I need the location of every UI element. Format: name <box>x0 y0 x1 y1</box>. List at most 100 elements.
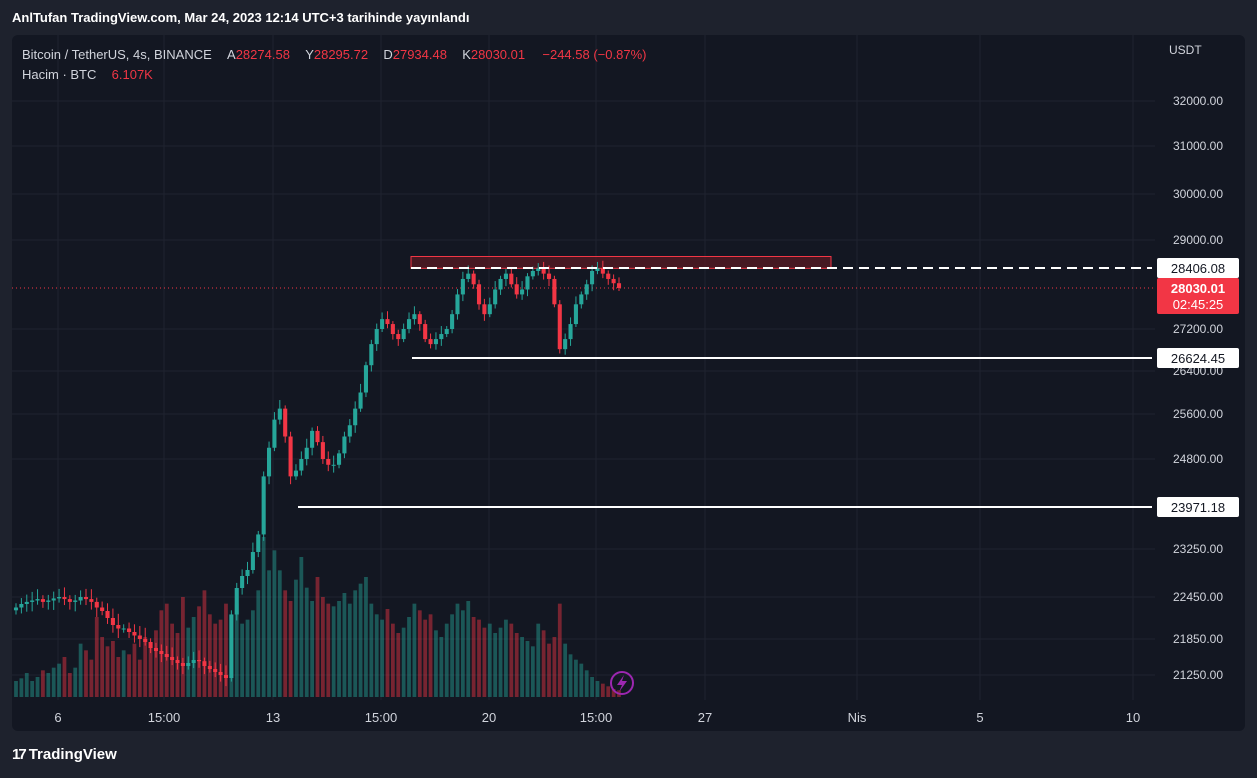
volume-bar <box>600 683 605 697</box>
candle-body <box>390 324 395 335</box>
volume-bar <box>482 627 487 697</box>
level-price-box[interactable] <box>1157 258 1239 278</box>
candle-body <box>358 392 363 409</box>
candle-body <box>310 430 315 448</box>
candle-body <box>315 430 320 443</box>
candle-body <box>616 283 622 289</box>
lightning-icon[interactable] <box>610 671 634 695</box>
candle-body <box>175 660 180 663</box>
volume-bar <box>460 610 465 697</box>
candle-body <box>40 599 45 602</box>
candle-body <box>423 324 428 340</box>
volume-bar <box>326 603 331 697</box>
currency-label[interactable]: USDT <box>1169 43 1202 57</box>
volume-bar <box>401 627 406 697</box>
candle-body <box>498 278 503 290</box>
volume-bar <box>240 623 245 697</box>
ohlc-legend-row: Bitcoin / TetherUS, 4s, BINANCE A28274.5… <box>22 45 646 65</box>
time-tick-label: 27 <box>698 710 712 725</box>
volume-bar <box>51 667 56 697</box>
volume-bar <box>606 686 611 697</box>
candle-body <box>186 663 191 666</box>
candle-body <box>466 273 471 279</box>
volume-bar <box>62 657 67 697</box>
volume-bar <box>251 610 255 697</box>
candle-body <box>336 453 342 465</box>
candle-body <box>105 611 110 618</box>
tradingview-logo-text: TradingView <box>28 746 117 763</box>
last-price-box[interactable] <box>1157 278 1239 314</box>
volume-bar <box>100 637 105 697</box>
candle-body <box>331 464 336 466</box>
candle-body <box>590 270 595 285</box>
candle-body <box>380 319 385 329</box>
candlestick-chart[interactable]: 32000.00 31000.00 30000.00 29000.00 27200.00… <box>12 35 1245 731</box>
volume-bar <box>417 610 422 697</box>
candle-body <box>240 576 245 588</box>
low-value: 27934.48 <box>392 47 447 62</box>
candle-body <box>127 628 132 632</box>
candle-body <box>455 294 460 315</box>
volume-bar <box>385 609 390 697</box>
candle-body <box>439 334 444 340</box>
open-value: 28274.58 <box>235 47 290 62</box>
volume-bar <box>331 606 336 697</box>
volume-bar <box>310 601 315 697</box>
change-value: −244.58 (−0.87%) <box>542 47 647 62</box>
candle-body <box>536 268 541 271</box>
candle-body <box>433 339 438 345</box>
tradingview-logo[interactable]: 17 TradingView <box>12 746 117 763</box>
candle-body <box>100 607 105 611</box>
candle-body <box>234 588 239 615</box>
candle-body <box>493 289 498 305</box>
candle-body <box>24 601 29 604</box>
volume-label[interactable]: Hacim · BTC <box>22 67 97 82</box>
volume-bar <box>525 641 530 697</box>
volume-bar <box>590 677 594 697</box>
candle-body <box>363 365 369 393</box>
candle-body <box>143 639 148 642</box>
level-price-box[interactable] <box>1157 348 1239 368</box>
candle-body <box>487 304 492 315</box>
level-price-label: 23971.18 <box>1171 500 1225 515</box>
candle-body <box>250 552 255 570</box>
volume-bar <box>374 614 379 697</box>
candle-body <box>288 436 293 477</box>
volume-bar <box>299 557 304 697</box>
candle-body <box>202 661 207 666</box>
candle-body <box>30 600 35 602</box>
volume-bar <box>530 646 535 697</box>
volume-bar <box>412 603 417 697</box>
volume-bar <box>579 663 584 697</box>
candle-body <box>94 601 99 608</box>
candle-body <box>520 289 525 295</box>
volume-bar <box>283 590 288 697</box>
volume-bar <box>78 643 83 697</box>
symbol-title[interactable]: Bitcoin / TetherUS, 4s, BINANCE <box>22 47 212 62</box>
candle-body <box>428 339 433 345</box>
resistance-zone[interactable] <box>410 256 832 269</box>
candle-body <box>546 273 552 279</box>
time-tick-label: 15:00 <box>580 710 613 725</box>
candle-body <box>606 273 611 279</box>
candle-body <box>78 597 83 601</box>
volume-bar <box>19 678 24 697</box>
price-tick-label: 31000.00 <box>1173 139 1223 153</box>
candle-body <box>444 329 449 335</box>
volume-bar <box>116 657 121 697</box>
volume-bar <box>407 617 411 697</box>
volume-bar <box>369 603 374 697</box>
time-tick-label: 20 <box>482 710 496 725</box>
chart-area[interactable]: 32000.00 31000.00 30000.00 29000.00 27200.00… <box>12 35 1245 731</box>
volume-bar <box>245 619 250 697</box>
volume-bar <box>455 603 460 697</box>
time-tick-label: 5 <box>976 710 983 725</box>
volume-bar <box>304 587 309 697</box>
candle-body <box>164 654 169 657</box>
candle-body <box>62 597 67 600</box>
level-price-box[interactable] <box>1157 497 1239 517</box>
price-tick-label: 24800.00 <box>1173 452 1223 466</box>
volume-bar <box>213 623 218 697</box>
candle-body <box>180 663 185 666</box>
volume-bar <box>514 633 519 697</box>
